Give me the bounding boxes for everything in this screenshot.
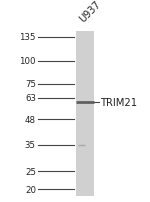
Text: TRIM21: TRIM21: [100, 97, 137, 107]
Text: U937: U937: [78, 0, 103, 24]
Bar: [76, 32, 94, 196]
Text: 135: 135: [19, 33, 36, 42]
Text: 48: 48: [25, 115, 36, 124]
Text: 35: 35: [25, 140, 36, 149]
Text: 75: 75: [25, 80, 36, 89]
Text: 20: 20: [25, 185, 36, 194]
Text: 100: 100: [19, 57, 36, 66]
Text: 25: 25: [25, 167, 36, 176]
Text: 63: 63: [25, 94, 36, 103]
